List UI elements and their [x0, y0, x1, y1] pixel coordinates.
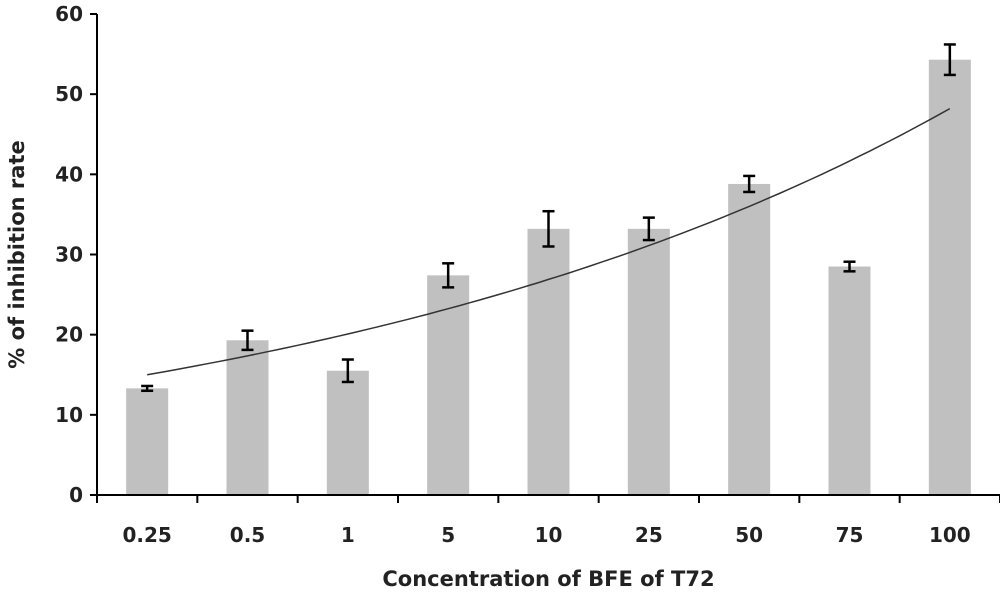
y-tick-label: 10	[55, 403, 83, 427]
y-tick-label: 20	[55, 323, 83, 347]
bar	[126, 388, 169, 495]
x-tick-label: 1	[341, 523, 355, 547]
trend-line	[147, 107, 951, 376]
bar	[527, 228, 570, 495]
x-tick-label: 10	[535, 523, 563, 547]
x-axis-title: Concentration of BFE of T72	[382, 567, 714, 591]
bars-group	[126, 59, 971, 495]
x-tick-label: 5	[441, 523, 455, 547]
y-tick-label: 60	[55, 2, 83, 26]
x-ticks-group: 0.25 0.5 1 5 10 25 50 75 100	[96, 495, 1000, 547]
error-bars-group	[141, 43, 956, 393]
y-tick-label: 40	[55, 162, 83, 186]
bar	[928, 59, 971, 495]
bar	[226, 340, 269, 495]
y-tick-label: 30	[55, 243, 83, 267]
y-axis-title: % of inhibition rate	[5, 140, 29, 369]
x-tick-label: 100	[929, 523, 971, 547]
bar	[728, 183, 771, 495]
x-tick-label: 0.25	[122, 523, 171, 547]
bar	[828, 266, 871, 495]
x-tick-label: 0.5	[230, 523, 265, 547]
x-tick-label: 50	[735, 523, 763, 547]
x-tick-label: 75	[836, 523, 864, 547]
y-tick-label: 50	[55, 82, 83, 106]
bar	[627, 228, 670, 495]
y-tick-label: 0	[69, 483, 83, 507]
x-tick-label: 25	[635, 523, 663, 547]
bar	[326, 370, 369, 495]
y-ticks-group: 0 10 20 30 40 50 60	[55, 2, 97, 507]
